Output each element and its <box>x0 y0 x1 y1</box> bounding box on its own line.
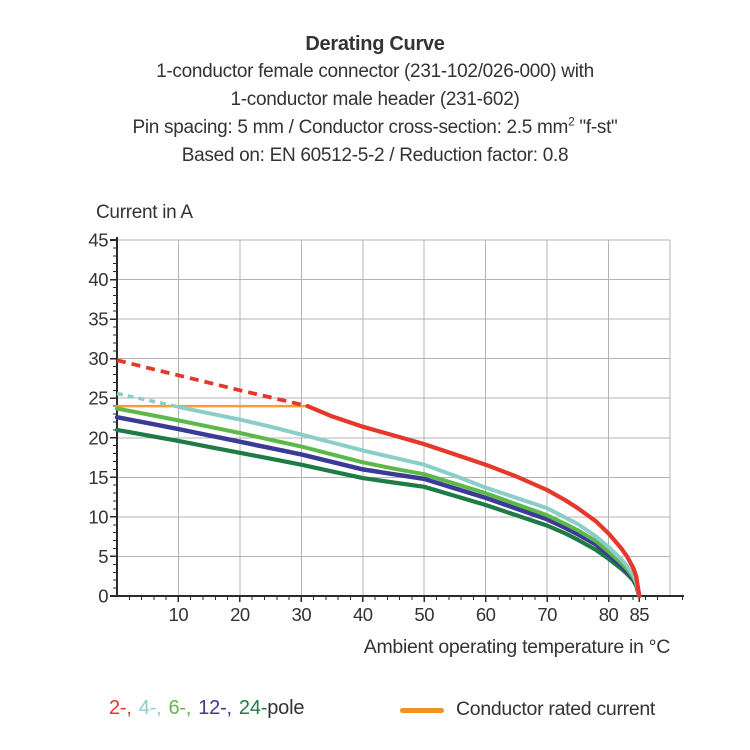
y-tick-label: 20 <box>88 427 108 448</box>
x-tick-label: 30 <box>292 604 312 625</box>
x-tick-label: 85 <box>629 604 649 625</box>
axis-ticks <box>110 239 683 602</box>
y-tick-label: 10 <box>88 506 108 527</box>
legend-pole-item: 6-, <box>168 697 192 719</box>
x-tick-label: 40 <box>353 604 373 625</box>
pole-legend-suffix: pole <box>267 697 305 719</box>
rated-current-swatch <box>400 708 444 713</box>
figure-header: Derating Curve 1-conductor female connec… <box>0 30 750 170</box>
y-tick-label: 35 <box>88 309 108 330</box>
legend-pole-item: 2-, <box>109 697 132 719</box>
curve-2-pole-dashed <box>116 358 308 408</box>
x-tick-label: 80 <box>599 604 619 625</box>
header-line-female-connector: 1-conductor female connector (231-102/02… <box>156 61 594 82</box>
tick-labels: 10 20 30 40 50 60 70 80 85 0 5 10 15 20 25 30 35 40 45 <box>88 230 649 626</box>
header-line-male-header: 1-conductor male header (231-602) <box>230 89 520 110</box>
pole-legend: 2-, 4-, 6-, 12-, 24-pole <box>109 697 304 720</box>
curve-6-pole <box>115 406 642 598</box>
legend-pole-item: 4-, <box>138 697 162 719</box>
x-tick-label: 70 <box>537 604 557 625</box>
header-line-based-on: Based on: EN 60512-5-2 / Reduction facto… <box>181 145 569 166</box>
curve-4-pole <box>176 404 642 598</box>
y-tick-label: 30 <box>88 348 108 369</box>
x-axis-title: Ambient operating temperature in °C <box>363 636 671 658</box>
x-tick-label: 20 <box>230 604 250 625</box>
rated-current-label: Conductor rated current <box>456 698 656 720</box>
pole-legend-items: 2-, 4-, 6-, 12-, 24- <box>109 697 267 719</box>
y-axis-title: Current in A <box>96 202 193 223</box>
y-tick-label: 40 <box>88 269 108 290</box>
x-tick-label: 50 <box>414 604 434 625</box>
legend-pole-item: 12-, <box>198 697 232 719</box>
x-tick-label: 10 <box>169 604 189 625</box>
y-tick-label: 0 <box>98 586 108 607</box>
superscript-two: 2 <box>568 114 575 129</box>
header-line-pin-spacing: Pin spacing: 5 mm / Conductor cross-sect… <box>132 114 618 138</box>
y-tick-label: 25 <box>88 388 108 409</box>
figure-title: Derating Curve <box>305 33 445 55</box>
y-tick-label: 5 <box>98 546 108 567</box>
x-tick-label: 60 <box>476 604 496 625</box>
curve-2-pole <box>305 404 642 599</box>
legend-pole-item: 24- <box>238 697 268 719</box>
y-tick-label: 15 <box>88 467 108 488</box>
y-tick-label: 45 <box>88 230 108 251</box>
